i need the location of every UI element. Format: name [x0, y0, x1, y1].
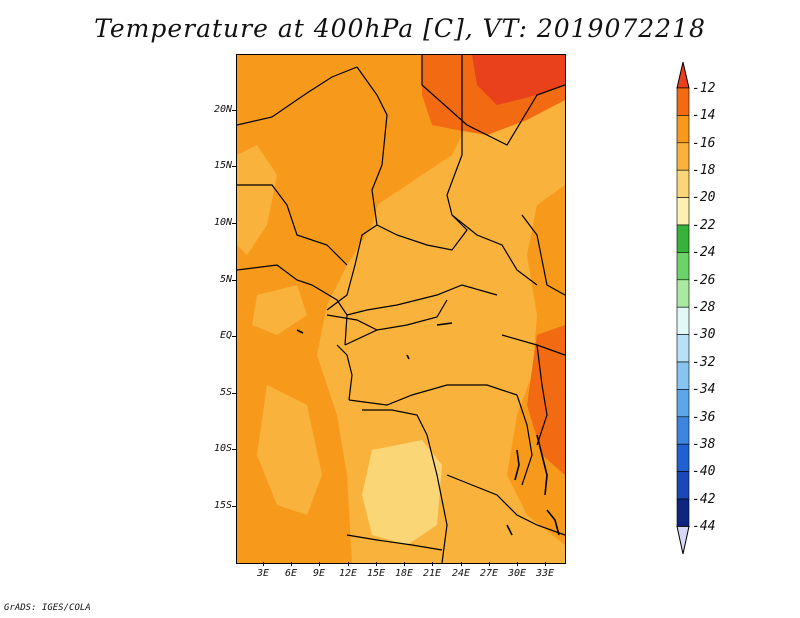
lat-tick-label: EQ: [219, 330, 232, 341]
country-borders: [237, 55, 565, 563]
colorbar-label: -12: [692, 81, 716, 96]
lat-tick-label: 15N: [213, 160, 232, 171]
field-southwest-patch: [257, 385, 322, 515]
field-east-warmer: [527, 325, 565, 475]
colorbar-segment: [676, 279, 690, 308]
colorbar-label: -26: [692, 273, 716, 288]
colorbar-label: -30: [692, 327, 716, 342]
colorbar-segment: [676, 115, 690, 144]
colorbar-segment: [676, 498, 690, 527]
colorbar-segment: [676, 87, 690, 116]
colorbar-segment: [676, 61, 690, 89]
colorbar-label: -42: [692, 492, 716, 507]
colorbar-label: -14: [692, 108, 716, 123]
lon-tick-label: 24E: [451, 568, 471, 579]
colorbar-segment: [676, 471, 690, 500]
lat-tick: [232, 393, 236, 394]
colorbar-segment: [676, 252, 690, 281]
colorbar-segment: [676, 525, 690, 555]
lon-tick-label: 15E: [366, 568, 386, 579]
lat-tick-label: 5S: [219, 387, 232, 398]
colorbar-label: -28: [692, 300, 716, 315]
lat-tick: [232, 110, 236, 111]
lon-tick: [291, 562, 292, 566]
colorbar-segment: [676, 306, 690, 335]
colorbar-label: -40: [692, 464, 716, 479]
lon-tick: [404, 562, 405, 566]
lat-tick: [232, 336, 236, 337]
temperature-field: [237, 55, 565, 563]
lat-tick: [232, 506, 236, 507]
field-gulf-patch: [252, 285, 307, 335]
colorbar-segment: [676, 389, 690, 418]
colorbar-segment: [676, 224, 690, 253]
lat-tick: [232, 223, 236, 224]
lon-tick-label: 9E: [312, 568, 326, 579]
colorbar-segment: [676, 443, 690, 472]
lon-tick: [319, 562, 320, 566]
lon-tick: [263, 562, 264, 566]
lon-tick-label: 27E: [479, 568, 499, 579]
lon-tick-label: 6E: [284, 568, 298, 579]
lon-tick-label: 33E: [535, 568, 555, 579]
lon-tick-label: 21E: [422, 568, 442, 579]
colorbar-label: -34: [692, 382, 716, 397]
lat-tick-label: 15S: [213, 500, 232, 511]
colorbar-segment: [676, 169, 690, 198]
lat-tick-label: 10S: [213, 443, 232, 454]
colorbar-segment: [676, 361, 690, 390]
colorbar-label: -24: [692, 245, 716, 260]
colorbar-segment: [676, 142, 690, 171]
chart-title: Temperature at 400hPa [C], VT: 201907221…: [94, 14, 706, 43]
colorbar-label: -20: [692, 190, 716, 205]
lon-tick: [432, 562, 433, 566]
lon-tick-label: 3E: [256, 568, 270, 579]
field-west-patch: [237, 145, 277, 255]
lon-tick-label: 30E: [507, 568, 527, 579]
lon-tick: [517, 562, 518, 566]
lat-tick-label: 10N: [213, 217, 232, 228]
colorbar-segment: [676, 197, 690, 226]
colorbar-svg: [676, 61, 690, 555]
lon-tick: [461, 562, 462, 566]
colorbar-label: -16: [692, 136, 716, 151]
colorbar-label: -44: [692, 519, 716, 534]
lon-tick: [376, 562, 377, 566]
lon-tick-label: 18E: [394, 568, 414, 579]
colorbar-label: -38: [692, 437, 716, 452]
lon-tick-label: 12E: [338, 568, 358, 579]
field-south-cool-patch: [362, 440, 442, 545]
lon-tick: [545, 562, 546, 566]
temperature-map: [236, 54, 566, 564]
lakes: [296, 322, 560, 536]
lat-tick: [232, 166, 236, 167]
colorbar-label: -32: [692, 355, 716, 370]
lat-tick-label: 5N: [219, 274, 232, 285]
lon-tick: [489, 562, 490, 566]
field-northeast-warmest: [472, 55, 565, 105]
software-credit: GrADS: IGES/COLA: [4, 603, 91, 613]
lat-tick: [232, 280, 236, 281]
lat-tick-label: 20N: [213, 104, 232, 115]
lat-tick: [232, 449, 236, 450]
colorbar-label: -22: [692, 218, 716, 233]
colorbar-label: -18: [692, 163, 716, 178]
colorbar-label: -36: [692, 410, 716, 425]
lon-tick: [348, 562, 349, 566]
colorbar-segment: [676, 416, 690, 445]
colorbar-segment: [676, 334, 690, 363]
